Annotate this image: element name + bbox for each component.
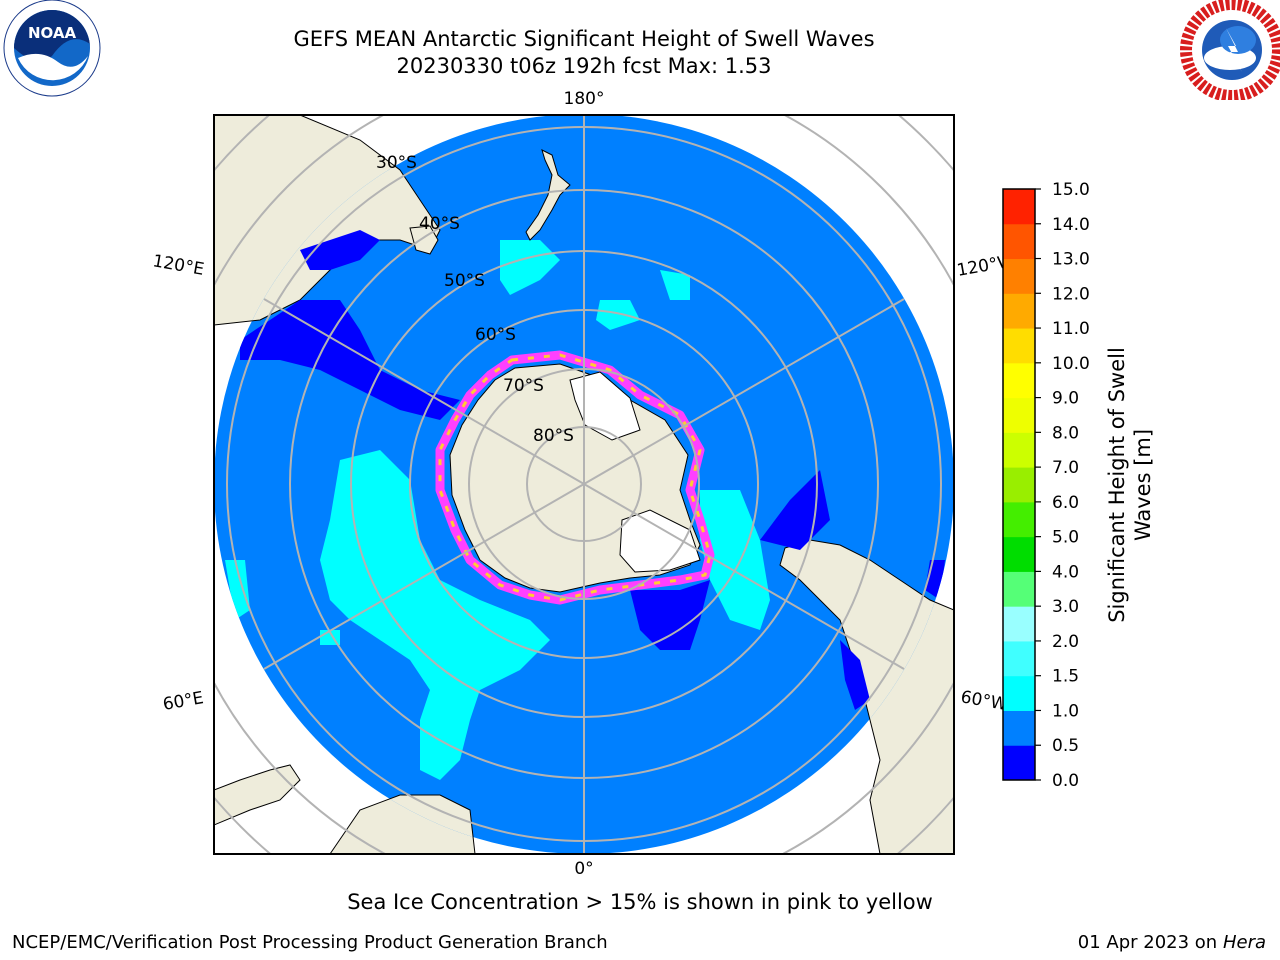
colorbar-ticks: 0.0 0.5 1.0 1.5 2.0 3.0 4.0 5.0 6.0 7.0 8.0 9.0 10.0…	[1035, 180, 1090, 791]
colorbar-frame	[1002, 188, 1036, 781]
weddell-ice-region	[619, 509, 701, 573]
lon-label-0: 0°	[574, 859, 593, 879]
colorbar-segment	[1003, 223, 1035, 260]
graticule	[214, 115, 954, 854]
nws-logo	[1180, 0, 1280, 100]
moderate-swell-region	[596, 300, 640, 330]
colorbar-segment	[1003, 397, 1035, 433]
sea-ice-note: Sea Ice Concentration > 15% is shown in …	[0, 890, 1280, 914]
lat-label-80s: 80°S	[533, 426, 574, 446]
colorbar-tick-label: 1.5	[1052, 667, 1079, 687]
map-subtitle: 20230330 t06z 192h fcst Max: 1.53	[396, 54, 772, 78]
footer-date-text: 01 Apr 2023 on	[1077, 932, 1223, 953]
colorbar-segment	[1003, 745, 1035, 781]
colorbar-title-line1: Significant Height of Swell	[1105, 347, 1129, 623]
lon-label-120e: 120°E	[151, 251, 205, 280]
colorbar-tick-label: 0.0	[1052, 771, 1079, 791]
map-frame	[213, 114, 955, 855]
colorbar-tick-label: 13.0	[1052, 250, 1090, 270]
lat-label-50s: 50°S	[444, 271, 485, 291]
colorbar-segment	[1003, 571, 1035, 607]
low-swell-region	[300, 230, 380, 270]
footer-machine: Hera	[1222, 932, 1266, 953]
colorbar-segment	[1003, 362, 1035, 399]
colorbar-tick-label: 0.5	[1052, 736, 1079, 756]
lat-label-30s: 30°S	[376, 153, 417, 173]
moderate-swell-region	[320, 450, 550, 780]
colorbar-segment	[1003, 675, 1035, 711]
footer-date: 01 Apr 2023 on Hera	[1078, 932, 1266, 953]
moderate-swell-region	[660, 270, 690, 300]
colorbar-segment	[1003, 501, 1035, 538]
low-swell-region	[240, 300, 460, 420]
colorbar-tick-label: 12.0	[1052, 284, 1090, 304]
lon-label-180: 180°	[564, 89, 605, 109]
colorbar-tick-label: 2.0	[1052, 632, 1079, 652]
moderate-swell-region	[225, 560, 250, 620]
colorbar-segment	[1003, 328, 1035, 364]
colorbar-tick-label: 15.0	[1052, 180, 1090, 200]
lat-label-70s: 70°S	[503, 376, 544, 396]
low-swell-region	[630, 580, 710, 650]
colorbar-tick-label: 8.0	[1052, 423, 1079, 443]
colorbar-tick-label: 9.0	[1052, 389, 1079, 409]
colorbar	[1003, 189, 1035, 781]
colorbar-tick-label: 10.0	[1052, 354, 1090, 374]
noaa-logo-text: NOAA	[28, 24, 77, 42]
colorbar-tick-label: 3.0	[1052, 597, 1079, 617]
colorbar-tick-label: 4.0	[1052, 562, 1079, 582]
colorbar-segment	[1003, 189, 1035, 225]
new-zealand-landmass	[525, 149, 571, 241]
colorbar-segment	[1003, 606, 1035, 642]
colorbar-tick-label: 6.0	[1052, 493, 1079, 513]
colorbar-segment	[1003, 536, 1035, 572]
colorbar-tick-label: 1.0	[1052, 701, 1079, 721]
ross-ice-shelf	[569, 371, 641, 441]
lon-label-60w: 60°W	[959, 687, 1009, 715]
footer-credit: NCEP/EMC/Verification Post Processing Pr…	[12, 932, 608, 953]
colorbar-segment	[1003, 432, 1035, 468]
low-swell-region	[840, 640, 870, 710]
sea-ice-note-text: Sea Ice Concentration > 15% is shown in …	[347, 890, 933, 914]
lon-label-60e: 60°E	[161, 688, 205, 715]
colorbar-tick-label: 7.0	[1052, 458, 1079, 478]
colorbar-tick-label: 5.0	[1052, 528, 1079, 548]
colorbar-segment	[1003, 258, 1035, 294]
lat-label-60s: 60°S	[475, 325, 516, 345]
colorbar-tick-label: 11.0	[1052, 319, 1090, 339]
madagascar-landmass	[214, 764, 301, 826]
colorbar-segment	[1003, 467, 1035, 503]
lat-label-40s: 40°S	[419, 214, 460, 234]
map-title: GEFS MEAN Antarctic Significant Height o…	[293, 27, 875, 51]
noaa-logo: NOAA	[3, 0, 101, 97]
colorbar-segment	[1003, 640, 1035, 677]
colorbar-segment	[1003, 710, 1035, 746]
colorbar-title-line2: Waves [m]	[1131, 429, 1155, 541]
colorbar-tick-label: 14.0	[1052, 215, 1090, 235]
colorbar-segment	[1003, 293, 1035, 329]
